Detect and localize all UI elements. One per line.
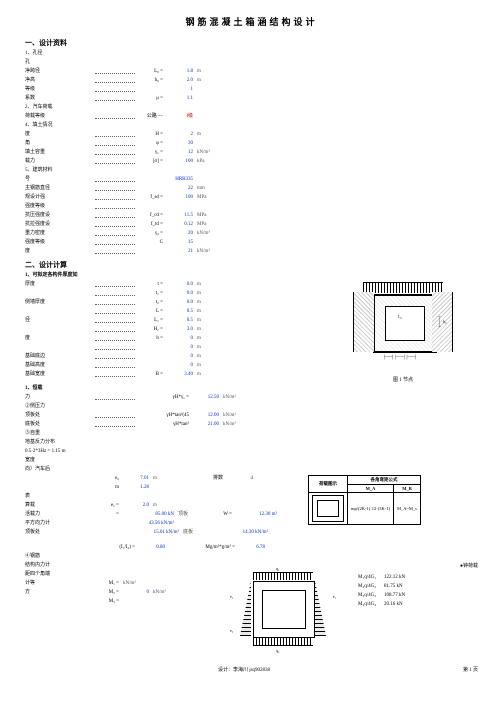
s2-1a: 1、可拟定各构件厚度如 [25,272,145,280]
lbl: 净高 [25,77,95,85]
footer-page: 第 1 页 [463,666,478,673]
lbl: 强度等级 [25,239,95,247]
lbl: 等级 [25,86,95,94]
lbl: 度 [25,131,95,139]
unit: m [193,68,227,76]
sym: L₀ = [139,68,163,76]
fig1-label: 图 1 节点 [328,376,478,383]
s1-4: 4、填土情况 [25,122,95,130]
moment-table: 荷载图示 各角弯矩公式 M_A M_B mp/(2K-1)·12·(3K-1) … [308,475,421,525]
lbl: 角 [25,140,95,148]
s1-1: 1、孔径 [25,50,95,58]
section-1-head: 一、设计资料 [25,38,478,48]
s1-5: 5、建筑材料 [25,167,95,175]
lbl: 抗拉强度设 [25,221,95,229]
lbl: 规设计强 [25,194,95,202]
s1-2: 2、汽车荷载 [25,104,95,112]
lbl: 抗压强度设 [25,212,95,220]
lbl: 号 [25,176,95,184]
load-symbol: ●钟荷载 [358,562,478,569]
lbl: 重力密度 [25,230,95,238]
figure-1: ├──┤├──┤├──┤ ┬│┴ L₀ h₀ 图 1 节点 [328,274,478,383]
section-2-head: 二、设计计算 [25,260,478,270]
lbl: 载力 [25,158,95,166]
page-title: 钢筋混凝土箱涵结构设计 [25,15,478,28]
val: 1.8 [163,68,193,76]
dots [95,70,135,74]
s2-2a: 1、恒载 [25,385,95,393]
lbl: 度 [25,248,95,256]
lbl: 净跨径 [25,68,95,76]
lbl: 强度等级 [25,203,95,211]
lbl: 主钢筋直径 [25,185,95,193]
kong-label: 孔 [25,59,95,67]
lbl: 填土容重 [25,149,95,157]
lbl: 荷载等级 [25,113,95,121]
figure-2-loads: e₁ e₂ e₁ q₁ q₂ [228,566,338,656]
lbl: 系数 [25,95,95,103]
footer-author: 设计：李海川 jsq902838 [218,666,270,673]
